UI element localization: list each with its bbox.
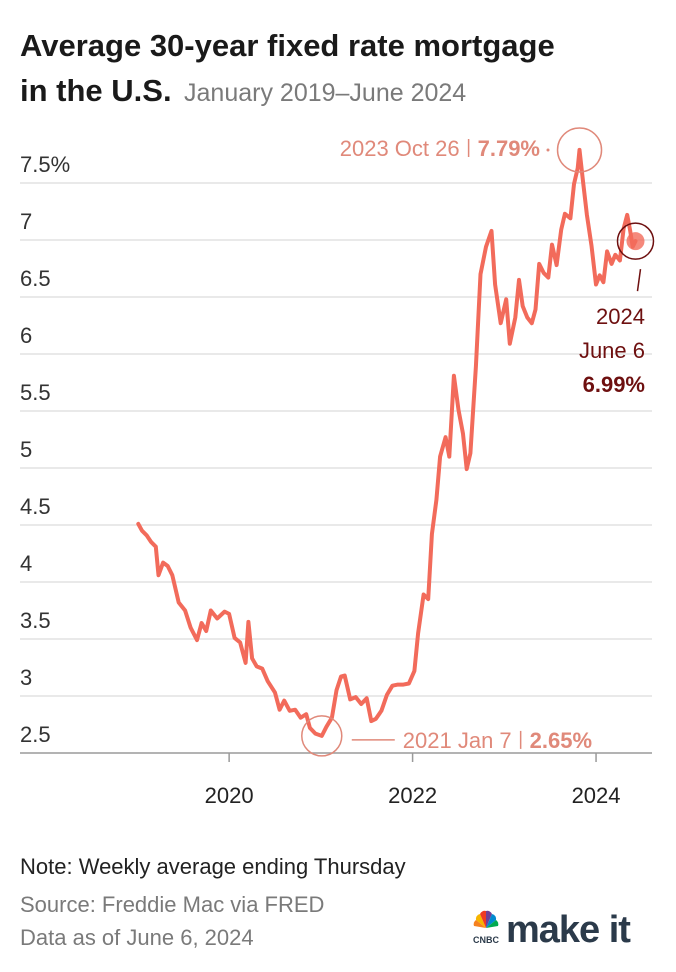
y-tick-label: 7.5%	[20, 152, 70, 177]
y-tick-label: 3	[20, 665, 32, 690]
source: Source: Freddie Mac via FRED	[20, 892, 324, 917]
y-tick-label: 2.5	[20, 722, 51, 747]
y-tick-label: 6.5	[20, 266, 51, 291]
annotation-date: 2024	[596, 304, 645, 329]
x-tick-label: 2022	[388, 783, 437, 808]
logo-brand: CNBC	[473, 935, 499, 945]
annotation-value: 2.65%	[530, 728, 592, 753]
x-tick-label: 2024	[572, 783, 621, 808]
annotation-date: June 6	[579, 338, 645, 363]
y-tick-label: 6	[20, 323, 32, 348]
annotation-date: 2023 Oct 26	[340, 136, 460, 161]
peacock-icon	[473, 910, 499, 928]
y-tick-label: 4.5	[20, 494, 51, 519]
annotation-dot	[626, 232, 645, 251]
y-tick-label: 7	[20, 209, 32, 234]
annotation-date: 2021 Jan 7	[403, 728, 512, 753]
data-date: Data as of June 6, 2024	[20, 925, 254, 950]
annotation-value: 7.79%	[478, 136, 540, 161]
logo-text: make it	[506, 909, 631, 951]
y-tick-label: 3.5	[20, 608, 51, 633]
title-line: in the U.S. January 2019–June 2024	[20, 73, 466, 108]
annotation-value: 6.99%	[583, 372, 645, 397]
chart-title: Average 30-year fixed rate mortgage	[20, 28, 555, 63]
chart-title: in the U.S.	[20, 73, 172, 108]
annotation-dot	[546, 148, 550, 152]
annotation-circle	[616, 222, 655, 260]
chart-subtitle: January 2019–June 2024	[184, 79, 466, 107]
y-tick-label: 5	[20, 437, 32, 462]
plot: 7.5% 7 6.5 6 5.5 5 4.5 4 3.5 3 2.5 2020 2022 2024 7.79…	[20, 127, 655, 808]
y-tick-label: 4	[20, 551, 32, 576]
annotation-circle	[301, 715, 343, 757]
annotation-leader	[636, 269, 642, 292]
annotation-circle	[556, 127, 603, 173]
x-tick-label: 2020	[205, 783, 254, 808]
logo: CNBC make it	[473, 909, 632, 951]
line	[136, 147, 638, 738]
y-tick-label: 5.5	[20, 380, 51, 405]
note: Note: Weekly average ending Thursday	[20, 854, 406, 879]
